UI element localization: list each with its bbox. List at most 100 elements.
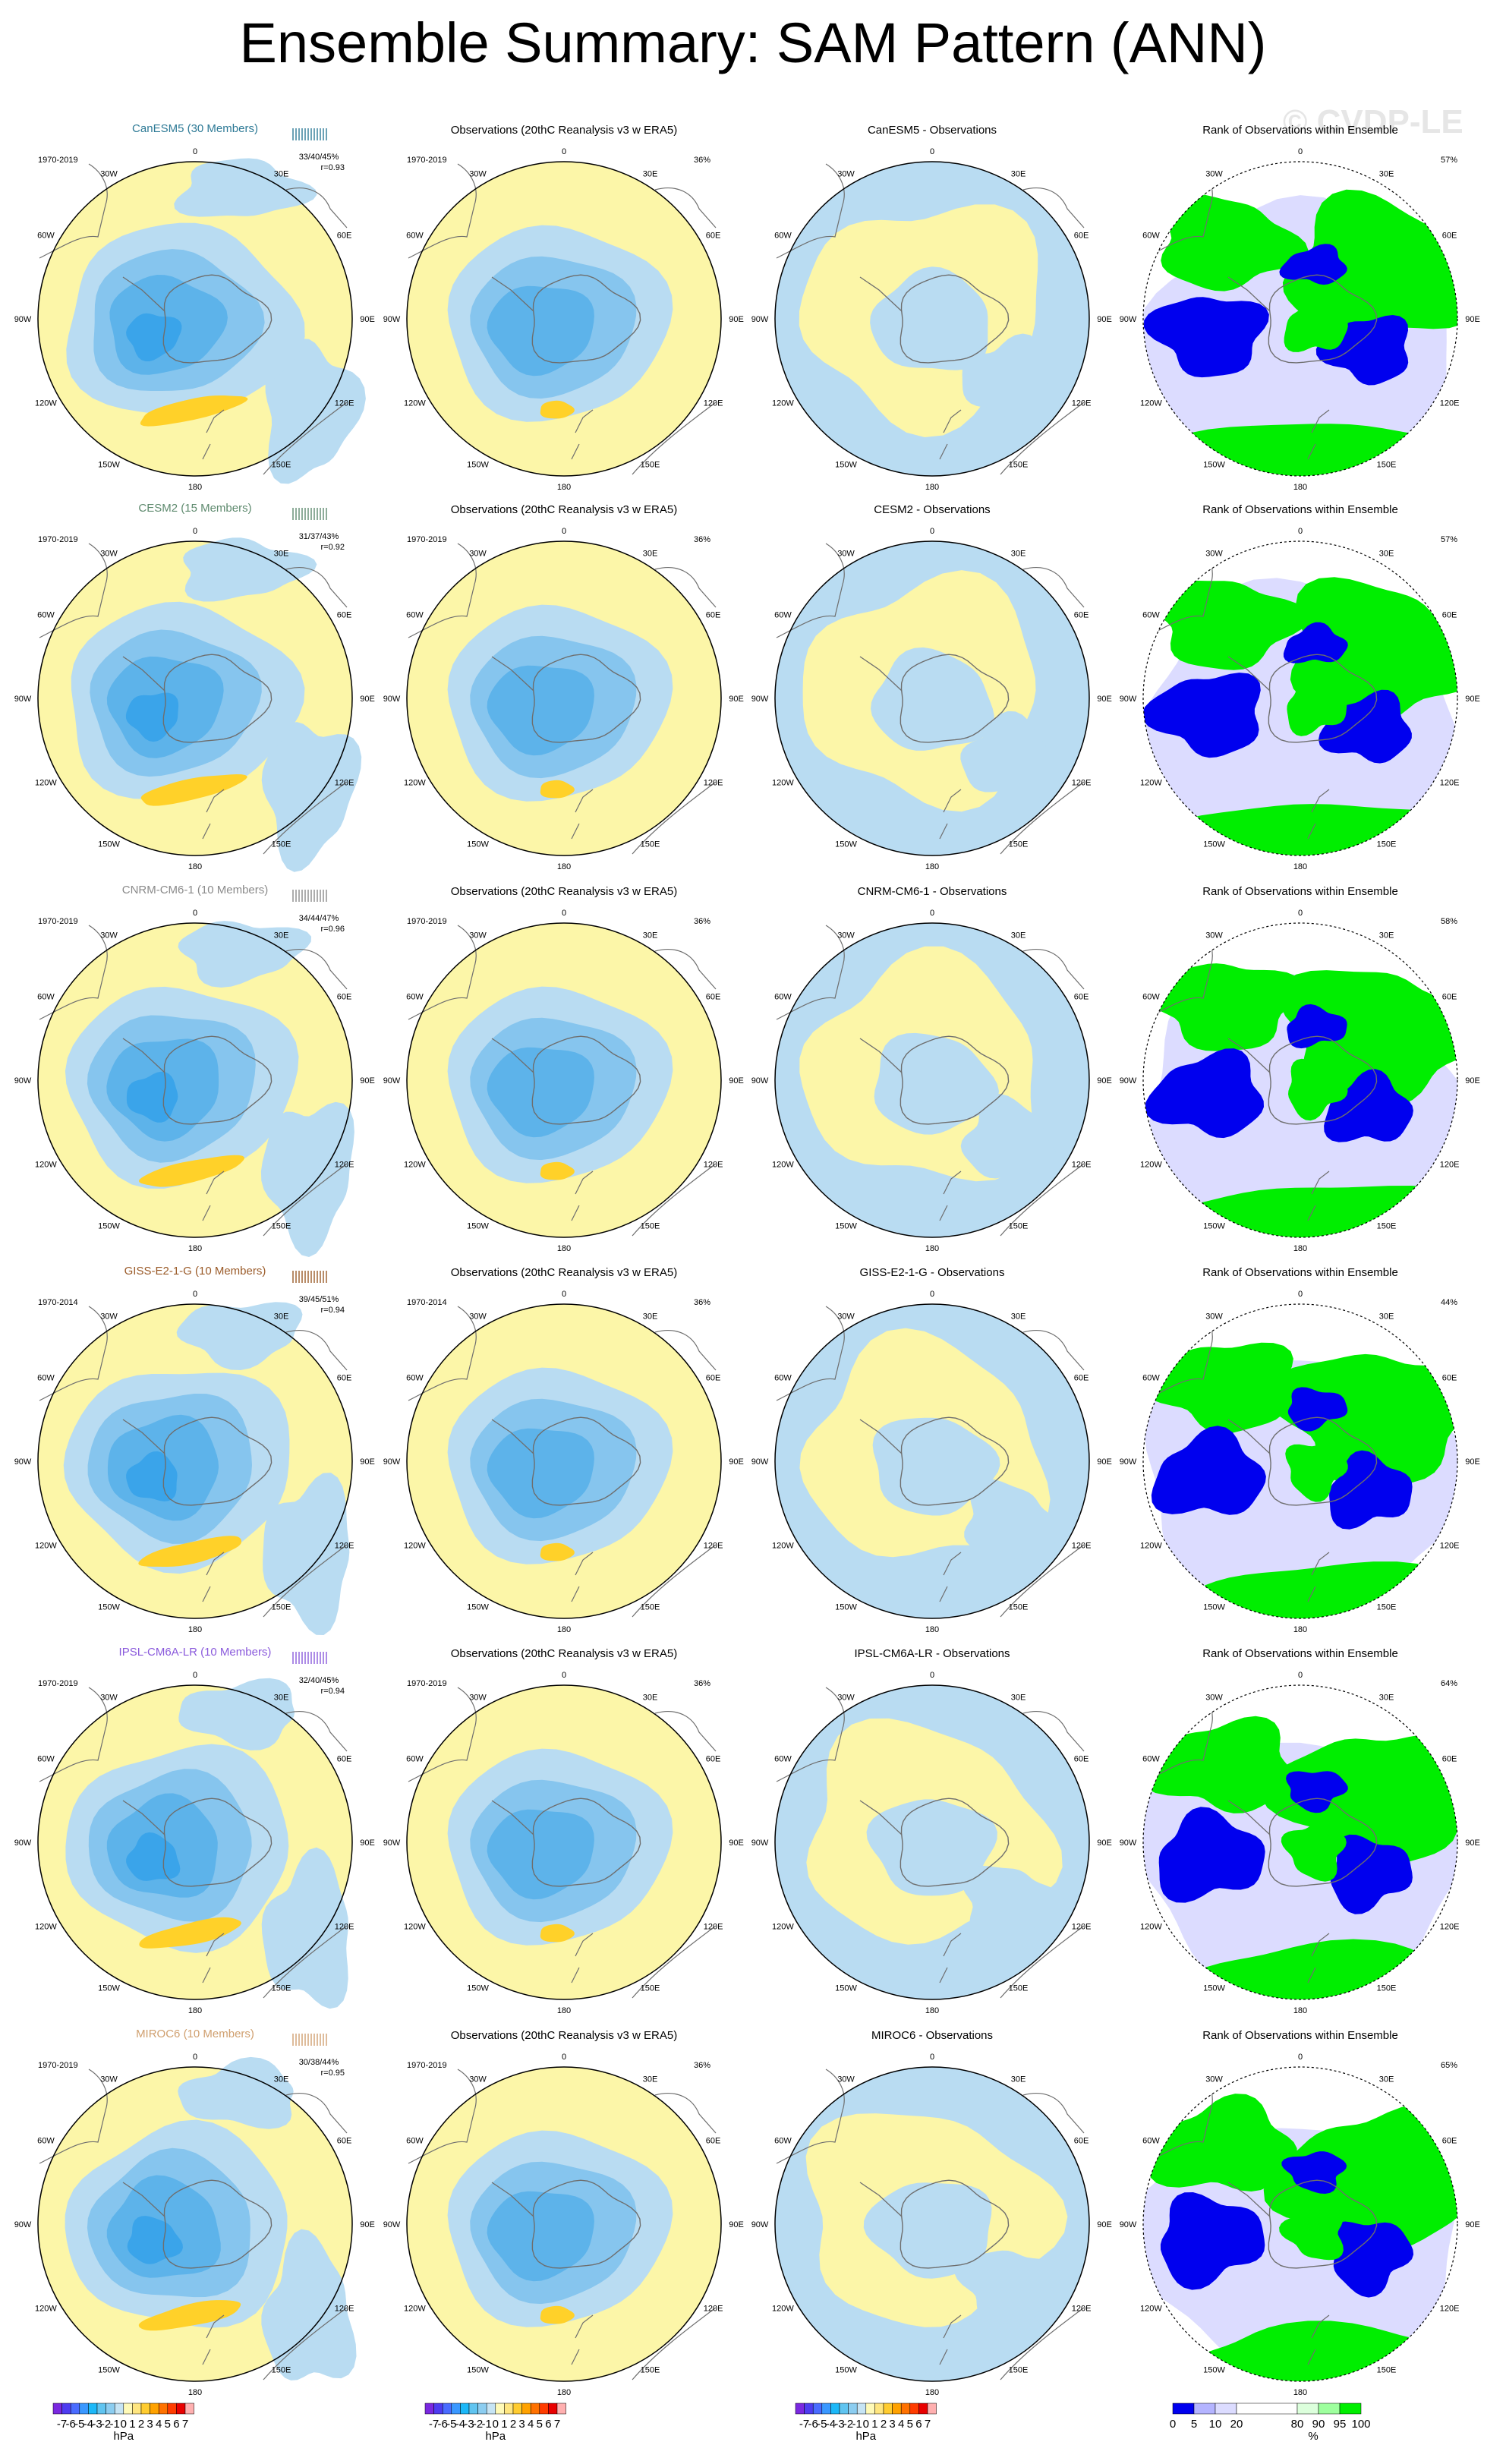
rank-panel: 0 30E 60E 90E 120E 150E 180 150W 120W 90W 60W 30W Ra… xyxy=(1120,1266,1480,1634)
longitude-label: 180 xyxy=(188,483,202,492)
variance-percent: 36% xyxy=(694,535,710,544)
variance-percent: 36% xyxy=(694,917,710,926)
colorbar-swatch xyxy=(96,2403,106,2415)
contour-minus-3 xyxy=(487,285,594,377)
longitude-label: 120W xyxy=(1140,399,1162,408)
contour-minus-3 xyxy=(487,1809,594,1900)
longitude-label: 90W xyxy=(1120,1076,1137,1085)
peninsula-outline xyxy=(122,1800,165,1835)
longitude-label: 30E xyxy=(1011,550,1026,559)
antarctica-outline xyxy=(162,2179,273,2269)
south-america-outline xyxy=(776,1687,845,1782)
colorbar-swatch xyxy=(184,2403,194,2415)
longitude-label: 30E xyxy=(1379,931,1394,941)
longitude-label: 90E xyxy=(1097,1457,1112,1467)
longitude-label: 90E xyxy=(1465,2220,1480,2229)
longitude-label: 60W xyxy=(37,232,55,241)
africa-outline xyxy=(1022,2093,1085,2134)
negative-edge-patch xyxy=(263,1473,350,1635)
negative-difference-region xyxy=(870,266,988,370)
longitude-label: 120W xyxy=(772,1923,794,1932)
longitude-label: 120E xyxy=(335,399,354,408)
colorbar-swatch xyxy=(468,2403,478,2415)
observation-panel: 0 30E 60E 90E 120E 150E 180 150W 120W 90W 60W 30W Ob… xyxy=(383,1266,744,1634)
longitude-label: 60E xyxy=(1074,611,1089,620)
longitude-label: 150W xyxy=(835,460,857,469)
colorbar-swatch xyxy=(61,2403,71,2415)
rank-percent: 57% xyxy=(1441,156,1457,165)
correlation-r: r=0.92 xyxy=(321,543,345,552)
colorbar-label: 0 xyxy=(863,2418,869,2431)
longitude-label: 0 xyxy=(930,527,934,536)
longitude-label: 150E xyxy=(272,460,291,469)
figure-title: Ensemble Summary: SAM Pattern (ANN) xyxy=(239,11,1267,74)
longitude-label: 120E xyxy=(704,779,723,788)
pattern-correlation-stats: 31/37/43% xyxy=(299,532,339,541)
antarctica-outline xyxy=(1268,654,1378,743)
positive-edge-patch xyxy=(174,158,317,217)
longitude-label: 30W xyxy=(469,1694,487,1703)
longitude-label: 150E xyxy=(1009,1221,1029,1230)
colorbar-label: 4 xyxy=(898,2418,904,2431)
colorbar-label: -7 xyxy=(429,2418,439,2431)
positive-edge-patch xyxy=(178,1678,295,1750)
longitude-label: 30W xyxy=(100,2075,118,2084)
new-zealand-outline xyxy=(202,409,225,460)
longitude-label: 60W xyxy=(37,1755,55,1764)
longitude-label: 60E xyxy=(706,2137,721,2146)
model-pattern-panel: 0 30E 60E 90E 120E 150E 180 150W 120W 90W 60W 30W Ca… xyxy=(14,122,375,492)
longitude-label: 150E xyxy=(272,1602,291,1612)
longitude-label: 120W xyxy=(35,779,57,788)
peninsula-outline xyxy=(1227,656,1271,692)
positive-anomaly-patch xyxy=(540,1924,575,1943)
new-zealand-outline xyxy=(202,789,225,840)
colorbar-swatch xyxy=(460,2403,470,2415)
rank-high-region xyxy=(1148,2094,1297,2191)
colorbar-swatch xyxy=(167,2403,177,2415)
australia-outline xyxy=(632,1163,717,1237)
colorbar-swatch xyxy=(79,2403,89,2415)
australia-outline xyxy=(1000,1163,1085,1237)
longitude-label: 90E xyxy=(360,695,375,704)
map-border xyxy=(774,2066,1090,2382)
longitude-label: 60E xyxy=(1074,1755,1089,1764)
longitude-label: 0 xyxy=(930,909,934,918)
longitude-label: 30W xyxy=(469,931,487,941)
longitude-label: 150W xyxy=(98,460,120,469)
antarctica-outline xyxy=(900,1416,1010,1506)
longitude-label: 90E xyxy=(1097,1839,1112,1848)
positive-anomaly-band xyxy=(138,1536,242,1567)
panel-title: Rank of Observations within Ensemble xyxy=(1202,503,1398,516)
longitude-label: 0 xyxy=(562,527,566,536)
rank-percent: 65% xyxy=(1441,2061,1457,2070)
longitude-label: 90W xyxy=(14,1076,32,1085)
longitude-label: 60W xyxy=(37,1374,55,1383)
longitude-label: 60W xyxy=(406,611,424,620)
australia-outline xyxy=(263,781,348,855)
colorbar-label: -1 xyxy=(110,2418,120,2431)
longitude-label: 120W xyxy=(1140,1161,1162,1170)
australia-outline xyxy=(1000,2307,1085,2381)
south-america-outline xyxy=(776,543,845,638)
rank-high-region xyxy=(1279,2203,1344,2261)
rank-percent: 64% xyxy=(1441,1679,1457,1688)
longitude-label: 30E xyxy=(274,170,289,179)
longitude-label: 30E xyxy=(274,1312,289,1322)
longitude-label: 60E xyxy=(337,232,352,241)
australia-outline xyxy=(263,2307,348,2381)
longitude-label: 30W xyxy=(1205,1312,1223,1322)
colorbar-swatch xyxy=(1172,2403,1195,2415)
panel-title: Observations (20thC Reanalysis v3 w ERA5… xyxy=(451,885,677,898)
correlation-r: r=0.93 xyxy=(321,163,345,172)
colorbar-swatch xyxy=(556,2403,566,2415)
longitude-label: 60E xyxy=(1074,2137,1089,2146)
colorbar-swatch xyxy=(486,2403,496,2415)
longitude-label: 180 xyxy=(1293,2006,1307,2015)
period-label: 1970-2019 xyxy=(38,2061,78,2070)
longitude-label: 180 xyxy=(557,862,571,871)
rank-low-region xyxy=(1279,244,1347,285)
colorbar-label: 95 xyxy=(1334,2418,1347,2431)
longitude-label: 90W xyxy=(751,695,769,704)
colorbar-swatch xyxy=(176,2403,186,2415)
longitude-label: 30W xyxy=(469,1312,487,1322)
